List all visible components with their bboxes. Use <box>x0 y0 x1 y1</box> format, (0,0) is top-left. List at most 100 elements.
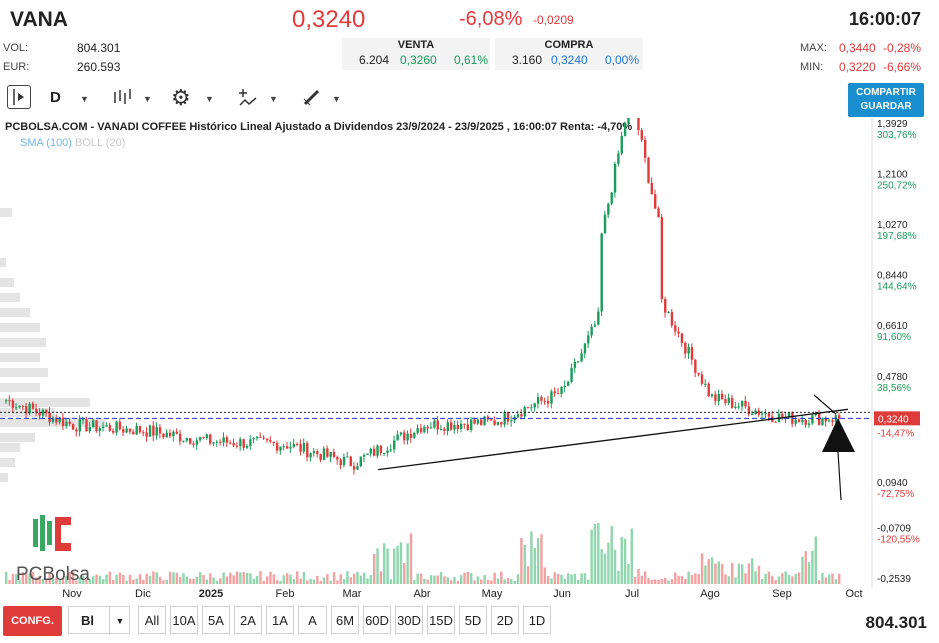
range-button-5a[interactable]: 5A <box>202 606 230 634</box>
candle-body <box>500 422 503 425</box>
range-button-60d[interactable]: 60D <box>363 606 391 634</box>
candle-body <box>175 431 179 434</box>
eur-value: 260.593 <box>77 60 121 74</box>
range-button-6m[interactable]: 6M <box>331 606 359 634</box>
mode-select[interactable]: Bl ▼ <box>68 606 130 635</box>
candle-body <box>155 427 158 436</box>
chart-type-chevron-down-icon[interactable]: ▼ <box>143 94 152 104</box>
drawing-tools-icon[interactable] <box>302 87 322 112</box>
panel-toggle-icon[interactable] <box>7 85 31 109</box>
candle-body <box>296 443 299 445</box>
volume-profile-bar <box>0 338 46 347</box>
candle-body <box>332 452 336 457</box>
candle-body <box>265 438 269 441</box>
candle-body <box>5 400 8 402</box>
volume-bar <box>767 571 771 584</box>
volume-bar <box>383 543 386 584</box>
y-tick-pct-label: 197,68% <box>877 231 917 242</box>
config-button[interactable]: CONFG. <box>3 606 62 636</box>
volume-bar <box>513 580 516 584</box>
candle-body <box>239 439 242 447</box>
volume-bar <box>376 548 379 584</box>
candle-body <box>409 433 413 438</box>
range-button-15d[interactable]: 15D <box>427 606 455 634</box>
candle-body <box>212 442 215 444</box>
candle-body <box>613 163 617 193</box>
candle-body <box>710 394 714 397</box>
volume-bar <box>286 573 289 584</box>
volume-bar <box>71 571 75 584</box>
range-button-all[interactable]: All <box>138 606 166 634</box>
candle-body <box>787 412 791 418</box>
candle-body <box>694 359 697 373</box>
volume-bar <box>28 573 31 584</box>
candle-body <box>229 442 232 444</box>
volume-bar <box>751 558 754 584</box>
volume-bar <box>289 574 292 584</box>
volume-profile-bar <box>0 398 90 407</box>
share-save-button[interactable]: COMPARTIR GUARDAR <box>848 83 924 117</box>
gear-icon[interactable]: ⚙ <box>171 85 191 110</box>
time-axis: Nov Dic 2025 Feb Mar Abr May Jun Jul Ago Sep Oct <box>62 588 862 600</box>
candle-body <box>235 445 239 447</box>
volume-bar <box>633 577 637 584</box>
range-button-2a[interactable]: 2A <box>234 606 262 634</box>
range-button-1d[interactable]: 1D <box>523 606 551 634</box>
drawing-chevron-down-icon[interactable]: ▼ <box>332 94 341 104</box>
volume-bar <box>834 579 838 584</box>
range-button-30d[interactable]: 30D <box>395 606 423 634</box>
min-value: 0,3220 <box>839 60 876 74</box>
volume-bar <box>81 575 85 584</box>
range-button-2d[interactable]: 2D <box>491 606 519 634</box>
candle-body <box>68 421 71 424</box>
range-button-5d[interactable]: 5D <box>459 606 487 634</box>
volume-bar <box>814 536 817 584</box>
candle-body <box>426 426 429 429</box>
candle-body <box>654 194 657 209</box>
indicators-chevron-down-icon[interactable]: ▼ <box>269 94 278 104</box>
interval-selector[interactable]: D <box>50 89 61 106</box>
volume-bar <box>319 580 322 584</box>
volume-bar <box>550 578 553 584</box>
candle-body <box>272 441 276 444</box>
volume-bar <box>617 570 620 584</box>
candle-body <box>801 419 804 423</box>
volume-bar <box>443 576 446 584</box>
volume-bar <box>148 576 152 584</box>
volume-bar <box>125 580 128 584</box>
range-button-1a[interactable]: 1A <box>266 606 294 634</box>
volume-bar <box>490 580 493 584</box>
mode-chevron-down-icon[interactable]: ▼ <box>109 607 130 635</box>
volume-bar <box>707 559 710 584</box>
volume-bar <box>232 575 235 584</box>
candle-body <box>289 447 292 449</box>
settings-chevron-down-icon[interactable]: ▼ <box>205 94 214 104</box>
volume-label: VOL: <box>3 42 29 54</box>
arrow-shaft <box>837 451 842 501</box>
candle-body <box>386 450 389 453</box>
candle-body <box>45 409 48 413</box>
volume-bar <box>690 575 694 584</box>
candle-body <box>436 420 439 430</box>
y-tick-pct-label: 38,56% <box>877 383 911 394</box>
indicators-icon[interactable] <box>238 88 258 113</box>
candle-body <box>446 422 449 432</box>
candle-body <box>128 428 132 432</box>
candle-body <box>122 429 125 433</box>
candle-body <box>188 438 192 444</box>
range-button-10a[interactable]: 10A <box>170 606 198 634</box>
chart-type-icon[interactable] <box>112 88 132 111</box>
volume-bar <box>406 543 409 584</box>
interval-chevron-down-icon[interactable]: ▼ <box>80 94 89 104</box>
volume-profile <box>0 208 105 482</box>
candle-body <box>466 424 470 430</box>
volume-bar <box>403 563 406 584</box>
candle-body <box>309 453 312 458</box>
candle-body <box>15 407 18 409</box>
candle-body <box>406 433 409 441</box>
volume-bar <box>620 536 623 584</box>
volume-bar <box>593 523 597 584</box>
range-button-a[interactable]: A <box>298 606 327 634</box>
volume-profile-bar <box>0 278 14 287</box>
